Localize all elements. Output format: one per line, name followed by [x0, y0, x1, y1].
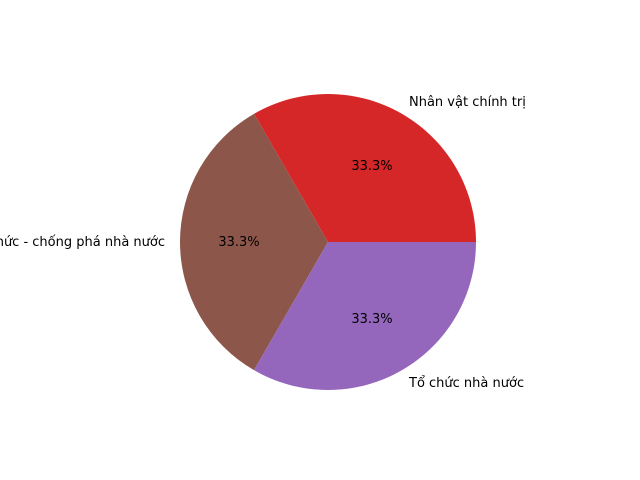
slice-percent-to-chuc-nha-nuoc: 33.3% — [351, 312, 392, 327]
slice-nhan-vat-chinh-tri — [254, 93, 476, 242]
slice-to-chuc-chong-pha-nha-nuoc — [254, 242, 476, 390]
slice-label-to-chuc-nha-nuoc: Tổ chức nhà nước — [408, 376, 524, 391]
slice-label-to-chuc-chong-pha-nha-nuoc: Tổ chức - chống phá nhà nước — [0, 235, 165, 250]
slice-label-nhan-vat-chinh-tri: Nhân vật chính trị — [409, 95, 526, 110]
slice-percent-nhan-vat-chinh-tri: 33.3% — [351, 159, 392, 174]
slice-percent-to-chuc-chong-pha-nha-nuoc: 33.3% — [218, 235, 259, 250]
pie-slices — [179, 93, 476, 390]
